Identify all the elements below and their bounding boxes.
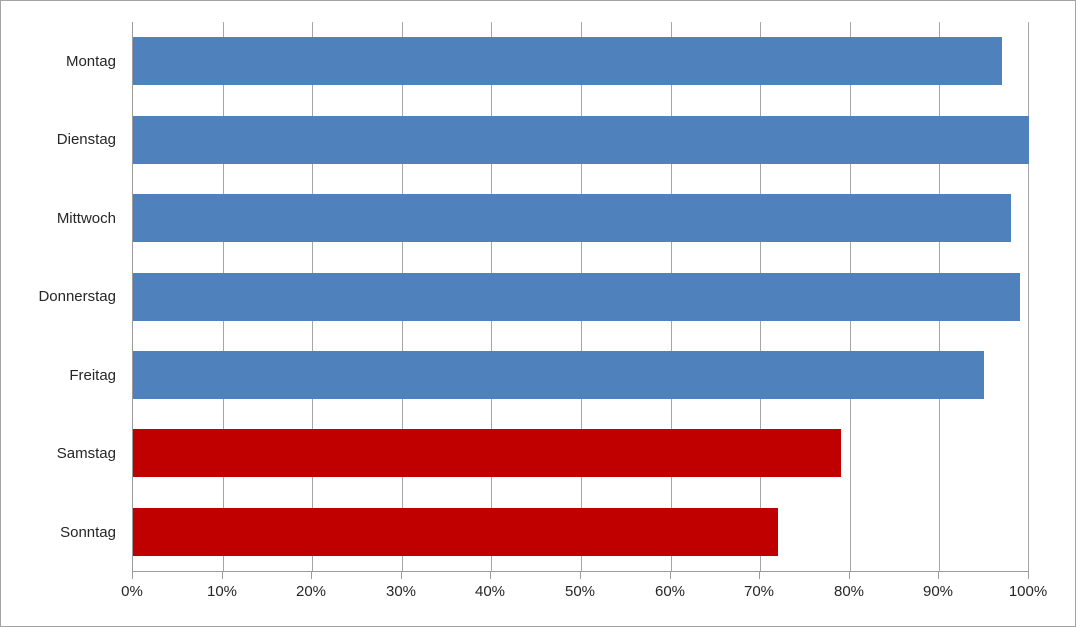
bar-dienstag [133,116,1029,164]
y-axis-label-mittwoch: Mittwoch [56,209,116,227]
bar-sonntag [133,508,778,556]
x-axis-tick [311,572,312,579]
x-axis-tick [490,572,491,579]
bar-mittwoch [133,194,1011,242]
y-axis-label-freitag: Freitag [69,366,116,384]
x-axis-tick [670,572,671,579]
x-axis-tick [401,572,402,579]
x-axis-tick-label: 80% [833,583,865,600]
x-axis-tick [759,572,760,579]
y-axis-label-montag: Montag [65,52,116,70]
y-axis-label-donnerstag: Donnerstag [38,287,116,305]
gridline [1028,22,1029,571]
x-axis-tick [938,572,939,579]
x-axis-tick-label: 10% [206,583,238,600]
plot-area [132,22,1029,572]
x-axis-tick [580,572,581,579]
x-axis-tick [222,572,223,579]
y-axis-label-dienstag: Dienstag [56,130,116,148]
y-axis-label-sonntag: Sonntag [60,523,116,541]
bar-freitag [133,351,984,399]
bar-samstag [133,429,841,477]
x-axis-tick [849,572,850,579]
x-axis-tick-label: 50% [564,583,596,600]
x-axis-tick-label: 0% [121,583,143,600]
x-axis-tick-label: 60% [654,583,686,600]
x-axis-tick [132,572,133,579]
x-axis-tick-label: 40% [474,583,506,600]
x-axis-tick-label: 100% [1008,583,1048,600]
x-axis-tick [1028,572,1029,579]
bar-montag [133,37,1002,85]
x-axis-tick-label: 20% [295,583,327,600]
x-axis-tick-label: 90% [922,583,954,600]
x-axis-tick-label: 30% [385,583,417,600]
bar-donnerstag [133,273,1020,321]
x-axis-tick-label: 70% [743,583,775,600]
y-axis-label-samstag: Samstag [56,444,116,462]
